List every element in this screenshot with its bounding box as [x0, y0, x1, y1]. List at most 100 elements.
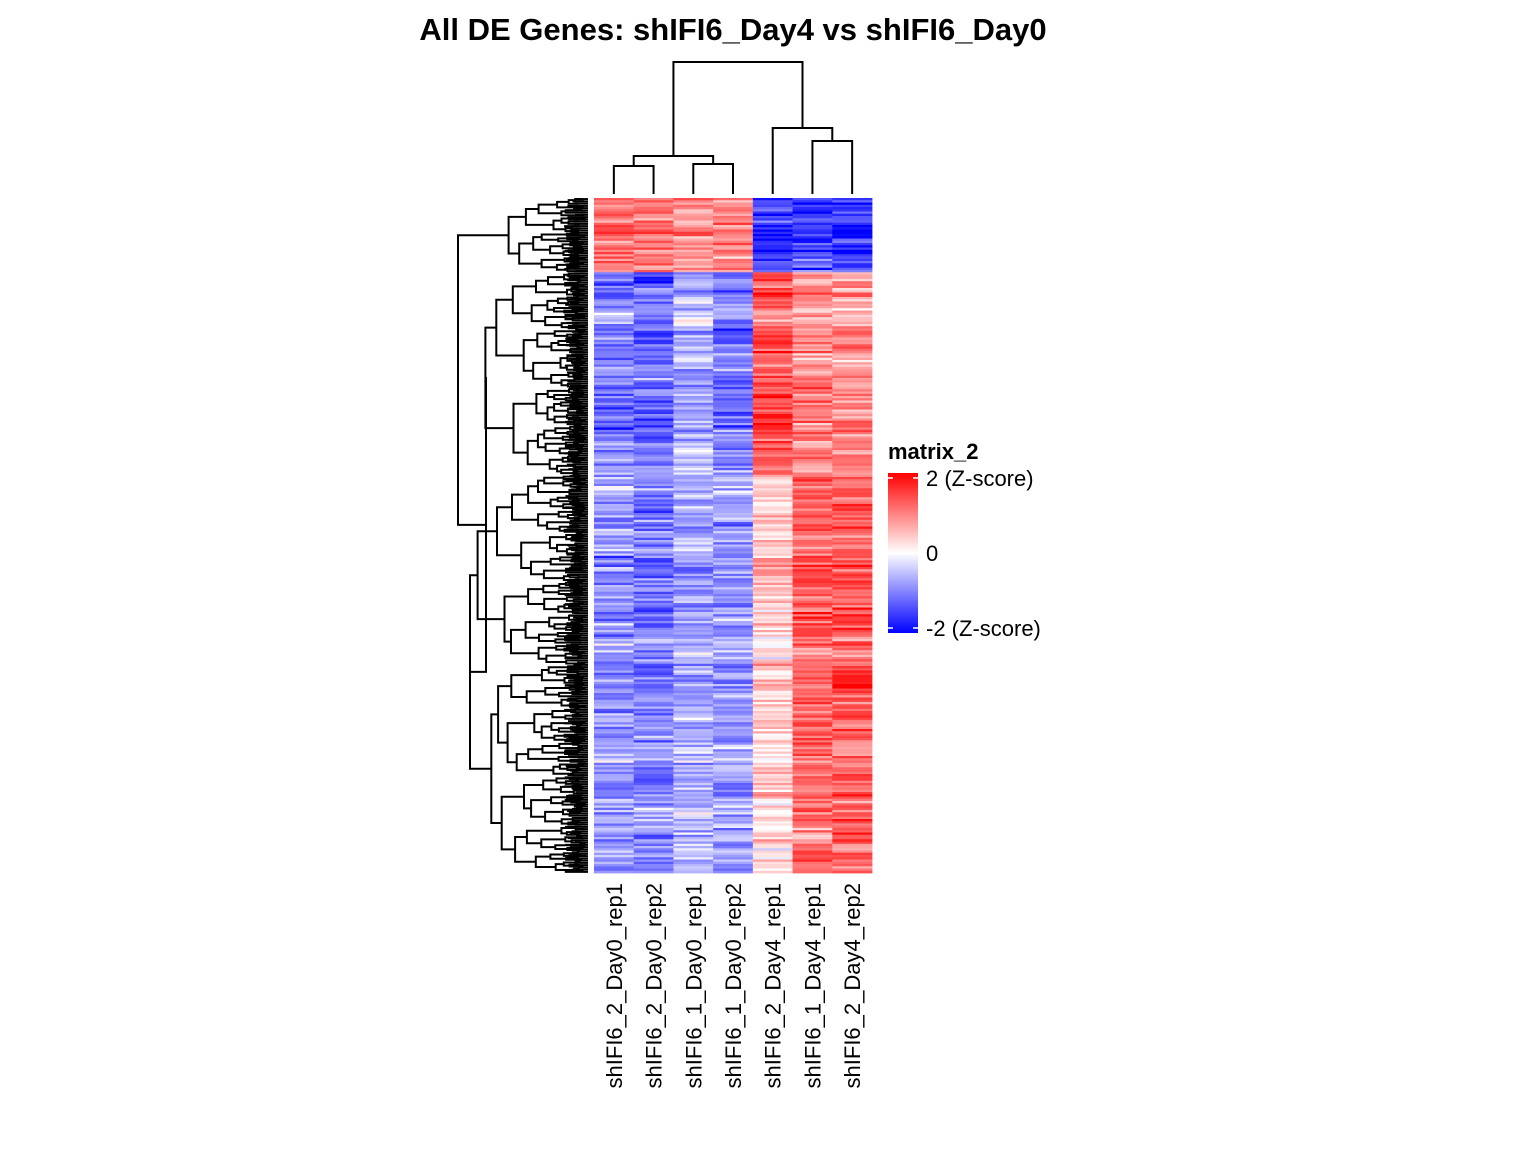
heatmap-cell [752, 483, 793, 487]
heatmap-cell [792, 474, 833, 478]
heatmap-cell [594, 513, 635, 516]
heatmap-cell [673, 544, 714, 548]
heatmap-cell [792, 285, 833, 289]
heatmap-cell [792, 407, 833, 410]
heatmap-cell [594, 425, 635, 428]
heatmap-cell [594, 643, 635, 647]
heatmap-cell [832, 252, 873, 255]
heatmap-cell [633, 812, 674, 815]
heatmap-cell [792, 373, 833, 377]
heatmap-cell [752, 864, 793, 867]
heatmap-cell [792, 283, 833, 287]
heatmap-cell [673, 861, 714, 865]
heatmap-cell [633, 366, 674, 370]
heatmap-cell [832, 776, 873, 779]
heatmap-cell [594, 645, 635, 649]
heatmap-cell [752, 279, 793, 282]
heatmap-cell [832, 213, 873, 217]
heatmap-cell [713, 306, 754, 309]
heatmap-cell [594, 427, 635, 431]
heatmap-cell [792, 654, 833, 658]
heatmap-cell [673, 357, 714, 361]
heatmap-cell [752, 425, 793, 428]
heatmap-cell [752, 819, 793, 822]
heatmap-cell [594, 774, 635, 777]
heatmap-cell [832, 360, 873, 363]
heatmap-cell [792, 864, 833, 867]
heatmap-cell [713, 636, 754, 640]
heatmap-cell [594, 434, 635, 437]
heatmap-cell [633, 454, 674, 458]
heatmap-cell [633, 452, 674, 455]
heatmap-cell [633, 731, 674, 734]
heatmap-cell [792, 249, 833, 253]
heatmap-cell [752, 247, 793, 251]
dendrogram-branch [548, 536, 567, 550]
heatmap-cell [752, 450, 793, 453]
heatmap-cell [752, 695, 793, 698]
heatmap-cell [792, 625, 833, 629]
heatmap-cell [792, 198, 833, 201]
heatmap-cell [792, 425, 833, 428]
heatmap-cell [832, 369, 873, 372]
heatmap-cell [633, 600, 674, 604]
heatmap-cell [594, 551, 635, 554]
heatmap-cell [713, 787, 754, 791]
heatmap-cell [673, 648, 714, 651]
heatmap-cell [673, 562, 714, 566]
heatmap-cell [633, 668, 674, 671]
heatmap-cell [713, 670, 754, 674]
heatmap-cell [832, 407, 873, 410]
heatmap-cell [713, 234, 754, 237]
heatmap-cell [594, 445, 635, 449]
heatmap-cell [713, 393, 754, 397]
heatmap-cell [713, 326, 754, 329]
heatmap-cell [633, 391, 674, 395]
heatmap-cell [633, 330, 674, 334]
heatmap-cell [832, 351, 873, 354]
heatmap-cell [832, 841, 873, 845]
heatmap-cell [673, 625, 714, 629]
heatmap-cell [633, 677, 674, 680]
heatmap-cell [594, 578, 635, 581]
heatmap-cell [832, 522, 873, 525]
heatmap-cell [673, 713, 714, 716]
heatmap-cell [713, 537, 754, 541]
heatmap-cell [792, 486, 833, 489]
heatmap-cell [673, 848, 714, 851]
heatmap-cell [673, 832, 714, 836]
heatmap-cell [832, 589, 873, 593]
heatmap-cell [792, 738, 833, 741]
heatmap-cell [752, 459, 793, 462]
heatmap-cell [832, 837, 873, 840]
heatmap-cell [713, 236, 754, 239]
heatmap-cell [633, 792, 674, 795]
heatmap-cell [832, 387, 873, 390]
heatmap-cell [792, 292, 833, 296]
heatmap-cell [633, 378, 674, 381]
heatmap-cell [633, 375, 674, 379]
heatmap-cell [792, 553, 833, 557]
heatmap-cell [792, 580, 833, 584]
heatmap-cell [792, 238, 833, 242]
heatmap-cell [673, 510, 714, 514]
heatmap-cell [832, 459, 873, 462]
heatmap-cell [752, 663, 793, 667]
heatmap-cell [594, 510, 635, 514]
heatmap-cell [832, 778, 873, 782]
heatmap-cells [594, 198, 873, 874]
heatmap-cell [792, 702, 833, 705]
heatmap-cell [832, 695, 873, 698]
heatmap-cell [752, 738, 793, 741]
heatmap-cell [792, 364, 833, 368]
heatmap-cell [673, 603, 714, 606]
heatmap-cell [752, 715, 793, 719]
heatmap-cell [792, 297, 833, 300]
heatmap-cell [633, 645, 674, 649]
heatmap-cell [792, 294, 833, 298]
heatmap-cell [832, 526, 873, 530]
heatmap-cell [633, 697, 674, 701]
heatmap-cell [673, 684, 714, 687]
heatmap-cell [792, 816, 833, 820]
heatmap-cell [633, 537, 674, 541]
